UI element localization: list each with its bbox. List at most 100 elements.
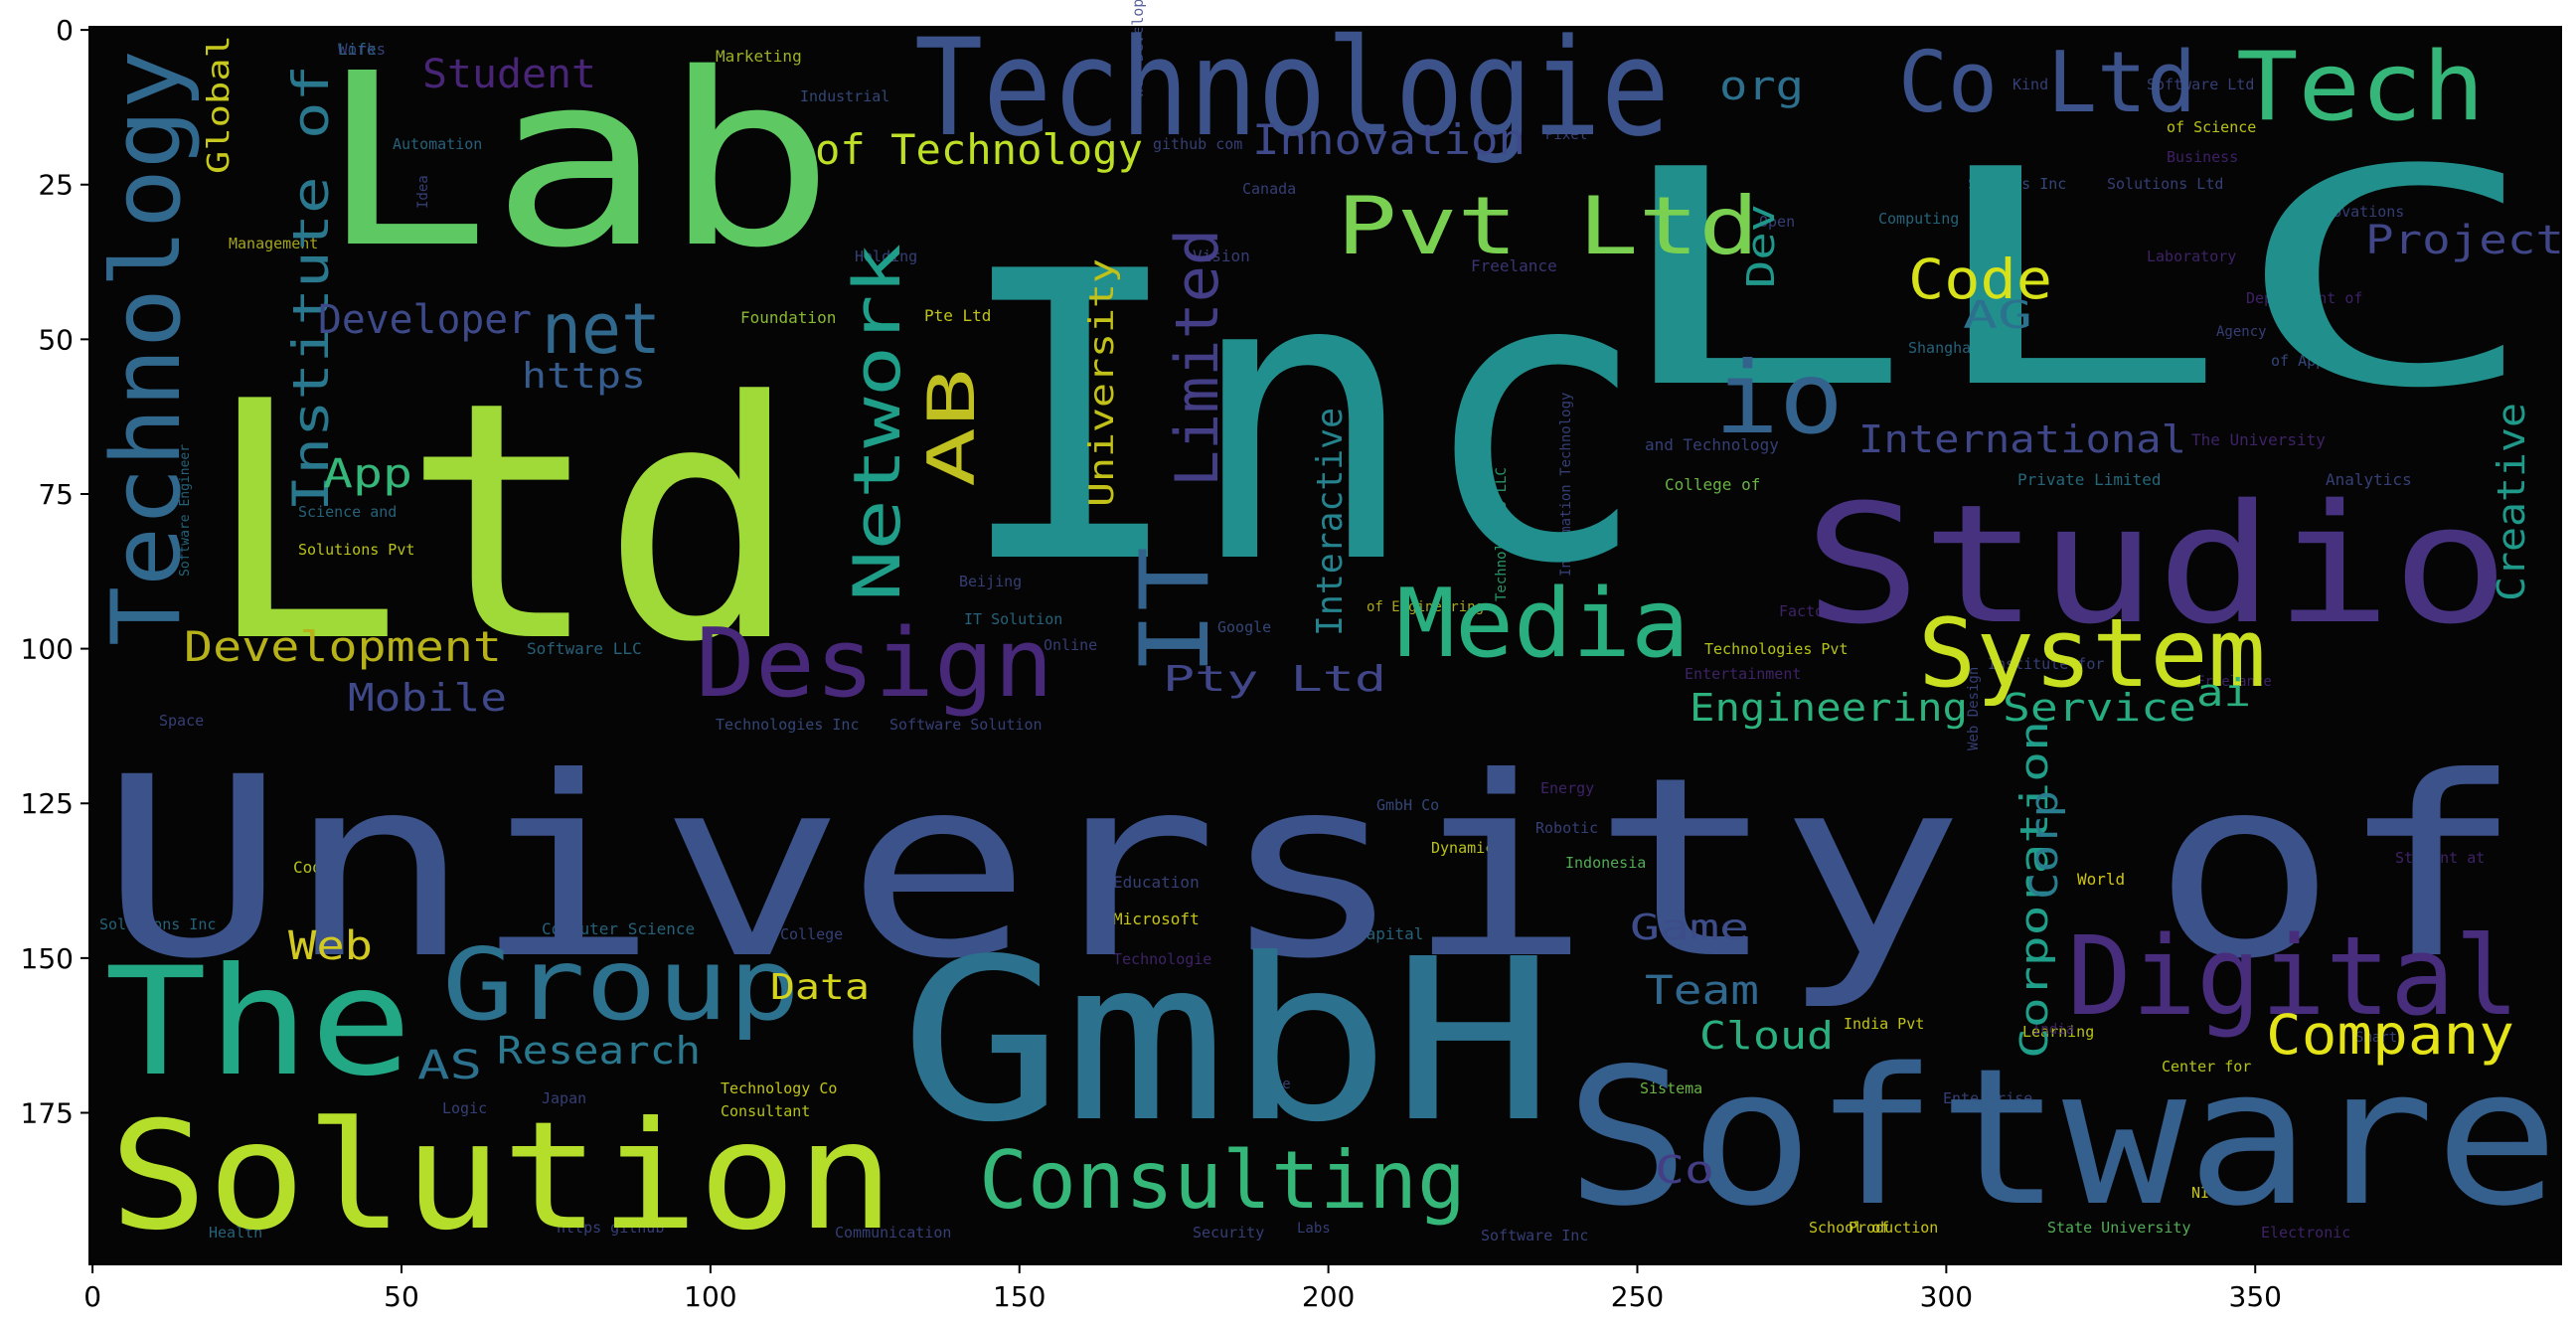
small-word-india-pvt: India Pvt	[1844, 1015, 1924, 1033]
small-word-capital: Capital	[1357, 924, 1423, 943]
small-word-energy: Energy	[1540, 779, 1594, 797]
small-words-layer: Life Marketing Automation Management Industr…	[99, 0, 2485, 1244]
word-of-technology: of Technology	[815, 125, 1143, 174]
word-media: Media	[1396, 570, 1690, 679]
small-word-entertainment: Entertainment	[1685, 665, 1801, 683]
small-word-technology-co: Technology Co	[721, 1079, 837, 1097]
word-corp: Corp	[2022, 790, 2066, 900]
word-innovation: Innovation	[1252, 115, 1526, 164]
word-system: System	[1918, 599, 2266, 709]
small-word-holding: Holding	[855, 248, 917, 265]
wordcloud-image: Life Marketing Automation Management Industr…	[88, 0, 2564, 1265]
word-student: Student	[422, 52, 596, 97]
small-word-automation: Automation	[393, 135, 482, 153]
small-word-laboratory: Laboratory	[2147, 248, 2236, 265]
word-it: IT	[1121, 547, 1230, 676]
y-tick-label: 175	[21, 1096, 74, 1129]
wordcloud-canvas	[89, 27, 2561, 1264]
small-word-of-science: of Science	[2167, 118, 2256, 136]
small-word-factory: Factory	[1779, 602, 1842, 620]
small-word-analytics: Analytics	[2326, 470, 2412, 489]
word-gmbh: GmbH	[899, 912, 1555, 1172]
word-pty-ltd: Pty Ltd	[1163, 659, 1386, 700]
small-word-education: Education	[1113, 873, 1200, 892]
small-word-department-of: Department of	[2246, 289, 2362, 307]
small-word-space: Space	[159, 712, 204, 730]
small-word-institute-for: Institute for	[1988, 655, 2104, 673]
small-word-management: Management	[229, 235, 318, 252]
small-word-kind: Kind	[2012, 76, 2048, 93]
word-corporation: Corporation	[2012, 721, 2056, 1059]
small-word-private-limited: Private Limited	[2017, 470, 2162, 489]
small-word-technologies-inc: Technologies Inc	[716, 716, 860, 734]
y-tick-label: 75	[38, 478, 74, 511]
word-dev: Dev	[1739, 204, 1783, 288]
word-pvt-ltd: Pvt Ltd	[1337, 180, 1759, 272]
small-word-indonesia: Indonesia	[1565, 854, 1646, 872]
x-tick-label: 200	[1302, 1280, 1355, 1313]
y-tick-label: 125	[21, 787, 74, 820]
small-word-it-solution: IT Solution	[964, 610, 1062, 628]
word-app: App	[323, 451, 412, 497]
small-word-software-inc: Software Inc	[1481, 1227, 1588, 1244]
word-https: https	[522, 356, 646, 397]
small-word-software-solution: Software Solution	[889, 716, 1043, 734]
word-development: Development	[184, 622, 502, 671]
small-word-software-engineer: Software Engineer	[178, 444, 193, 577]
small-word-college: College	[780, 925, 843, 943]
small-word-microsoft: Microsoft	[1113, 910, 1200, 928]
small-word-india: India	[2032, 1022, 2074, 1038]
small-word-technologies-pvt: Technologies Pvt	[1704, 640, 1849, 658]
word-software: Software	[1565, 1028, 2559, 1247]
small-word-gmbh-co: GmbH Co	[1376, 796, 1439, 814]
small-word-https-github: https github	[557, 1219, 664, 1237]
word-university-of: University of	[99, 724, 2524, 1013]
small-word-systems-inc: Systems Inc	[1968, 175, 2066, 193]
word-tech: Tech	[2236, 33, 2485, 142]
word-mobile: Mobile	[348, 676, 507, 720]
small-word-freelance: Freelance	[1471, 256, 1557, 275]
axes-frame	[88, 26, 2562, 1265]
small-word-solutions-inc: Solutions Inc	[99, 915, 216, 933]
x-tick-label: 350	[2229, 1280, 2282, 1313]
small-word-sistema: Sistema	[1640, 1079, 1702, 1097]
word-consulting: Consulting	[979, 1134, 1466, 1227]
word-co: Co	[1655, 1148, 1714, 1192]
small-word-world: World	[2077, 870, 2125, 889]
word-llc: LLC	[1600, 106, 2544, 453]
word-the: The	[104, 936, 412, 1109]
y-tick-label: 25	[38, 169, 74, 202]
word-institute-of: Institute of	[282, 65, 340, 512]
word-io: io	[1714, 340, 1844, 456]
small-word-works: Works	[338, 40, 386, 59]
word-research: Research	[497, 1029, 701, 1073]
small-word-communication: Communication	[835, 1224, 951, 1242]
small-word-foundation: Foundation	[740, 308, 836, 327]
word-limited: Limited	[1163, 229, 1232, 487]
small-word-of-applied: of Applied	[2271, 352, 2360, 370]
y-tick-label: 0	[56, 14, 74, 47]
small-word-of-engineering: of Engineering	[1367, 599, 1484, 615]
x-tick-label: 300	[1920, 1280, 1973, 1313]
small-word-college-of: College of	[1665, 475, 1760, 494]
word-design: Design	[696, 609, 1053, 719]
word-ai: ai	[2196, 671, 2251, 715]
small-word-coder: Coder	[293, 858, 342, 877]
small-word-web-development: Web Development	[1129, 0, 1147, 97]
word-solution: Solution	[109, 1090, 894, 1263]
small-word-agency: Agency	[2216, 324, 2267, 340]
word-service: Service	[2003, 686, 2196, 730]
small-word-learning: Learning	[2022, 1023, 2094, 1041]
small-word-state-university: State University	[2047, 1219, 2191, 1237]
small-word-center-for: Center for	[2162, 1058, 2251, 1076]
small-word-science-and: Science and	[298, 503, 397, 521]
small-word-idea: Idea	[415, 175, 431, 209]
word-interactive: Interactive	[1310, 408, 1351, 636]
word-developer: Developer	[318, 297, 532, 343]
word-game: Game	[1630, 908, 1749, 948]
small-word-pixel: Pixel	[1545, 127, 1587, 143]
y-tick-label: 150	[21, 942, 74, 975]
small-word-health: Health	[209, 1224, 262, 1242]
word-network: Network	[841, 244, 915, 601]
